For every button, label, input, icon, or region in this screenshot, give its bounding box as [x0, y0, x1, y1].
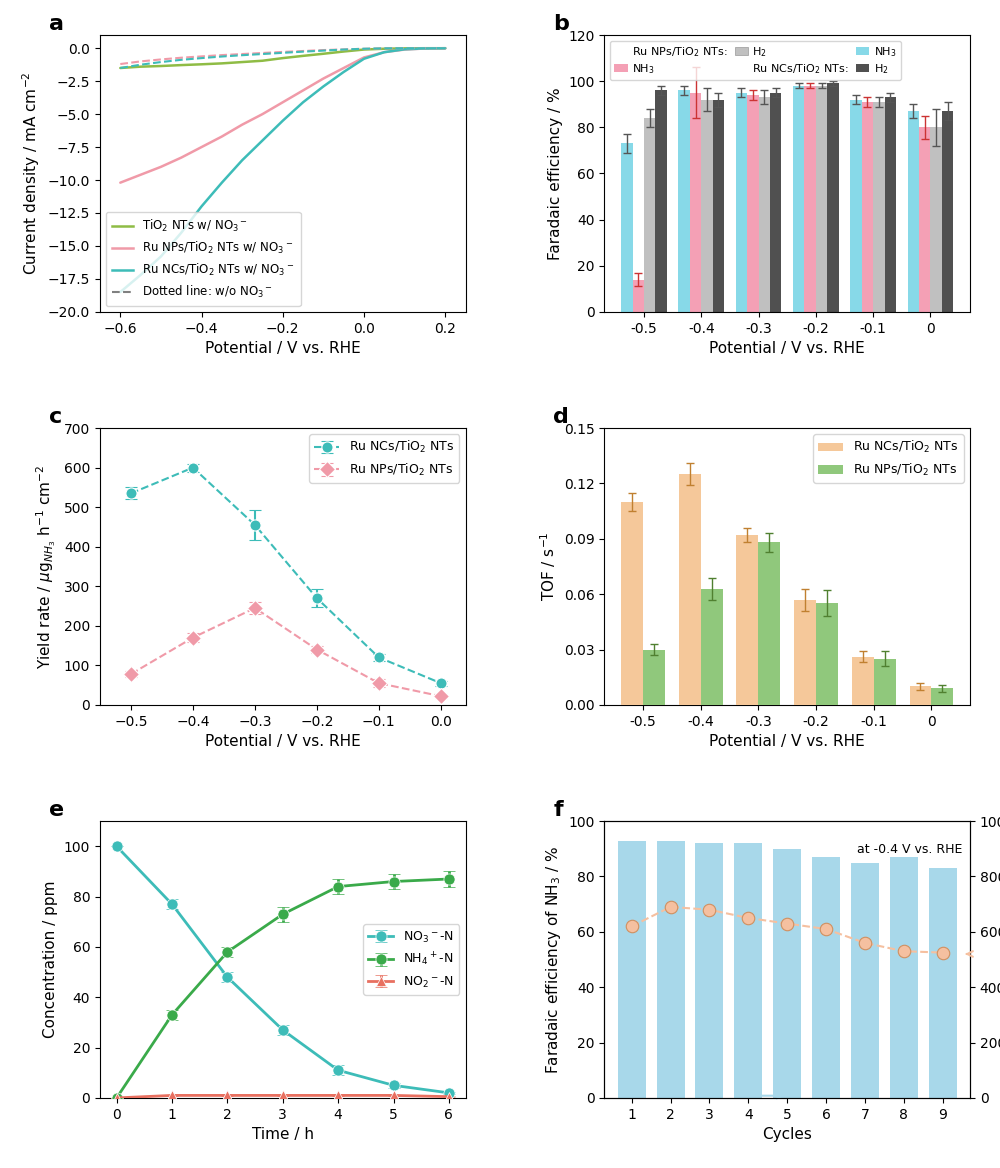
Text: a: a [49, 14, 64, 34]
Legend: TiO$_2$ NTs w/ NO$_3$$^-$, Ru NPs/TiO$_2$ NTs w/ NO$_3$$^-$, Ru NCs/TiO$_2$ NTs : TiO$_2$ NTs w/ NO$_3$$^-$, Ru NPs/TiO$_2… [106, 213, 301, 306]
Bar [850, 99, 862, 312]
Bar [793, 85, 804, 312]
Y-axis label: Faradaic efficiency / %: Faradaic efficiency / % [548, 88, 563, 259]
Bar [812, 857, 840, 1098]
Bar [678, 90, 690, 312]
Bar [758, 542, 780, 704]
Text: d: d [553, 406, 569, 426]
Bar [931, 688, 953, 704]
Bar [852, 656, 874, 704]
Bar [695, 843, 723, 1098]
Bar [929, 868, 957, 1098]
Text: b: b [553, 14, 569, 34]
X-axis label: Potential / V vs. RHE: Potential / V vs. RHE [709, 735, 865, 749]
Y-axis label: Concentration / ppm: Concentration / ppm [43, 881, 58, 1038]
Y-axis label: TOF / s$^{-1}$: TOF / s$^{-1}$ [539, 531, 558, 602]
Bar [794, 599, 816, 704]
Bar [919, 127, 930, 312]
Bar [773, 849, 801, 1098]
Y-axis label: Faradaic efficiency of NH$_3$ / %: Faradaic efficiency of NH$_3$ / % [544, 846, 563, 1073]
Bar [713, 99, 724, 312]
Bar [736, 92, 747, 312]
Legend: Ru NCs/TiO$_2$ NTs, Ru NPs/TiO$_2$ NTs: Ru NCs/TiO$_2$ NTs, Ru NPs/TiO$_2$ NTs [813, 434, 964, 482]
Legend: NO$_3$$^-$-N, NH$_4$$^+$-N, NO$_2$$^-$-N: NO$_3$$^-$-N, NH$_4$$^+$-N, NO$_2$$^-$-N [363, 925, 459, 995]
Bar [862, 102, 873, 312]
Bar [816, 604, 838, 704]
Bar [908, 111, 919, 312]
Bar [942, 111, 953, 312]
Legend: Ru NCs/TiO$_2$ NTs, Ru NPs/TiO$_2$ NTs: Ru NCs/TiO$_2$ NTs, Ru NPs/TiO$_2$ NTs [309, 434, 459, 482]
Bar [770, 92, 781, 312]
Bar [827, 83, 839, 312]
Bar [874, 659, 896, 704]
X-axis label: Potential / V vs. RHE: Potential / V vs. RHE [205, 735, 361, 749]
Bar [657, 841, 685, 1098]
X-axis label: Potential / V vs. RHE: Potential / V vs. RHE [205, 341, 361, 356]
Text: f: f [553, 800, 563, 820]
Bar [804, 85, 816, 312]
Bar [910, 687, 931, 704]
Bar [734, 843, 762, 1098]
Bar [618, 841, 646, 1098]
Bar [701, 589, 723, 704]
Bar [621, 502, 643, 704]
Bar [890, 857, 918, 1098]
Bar [747, 95, 759, 312]
Bar [930, 127, 942, 312]
Bar [759, 97, 770, 312]
Bar [690, 92, 701, 312]
Y-axis label: Yield rate / $\mu$g$_{NH_3}$ h$^{-1}$ cm$^{-2}$: Yield rate / $\mu$g$_{NH_3}$ h$^{-1}$ cm… [35, 465, 58, 668]
Bar [816, 85, 827, 312]
Text: c: c [49, 406, 62, 426]
Legend: Ru NPs/TiO$_2$ NTs:, NH$_3$, H$_2$, Ru NCs/TiO$_2$ NTs:, NH$_3$, H$_2$: Ru NPs/TiO$_2$ NTs:, NH$_3$, H$_2$, Ru N… [610, 41, 901, 81]
Text: at -0.4 V vs. RHE: at -0.4 V vs. RHE [857, 843, 963, 856]
Bar [643, 649, 665, 704]
Bar [633, 279, 644, 312]
Bar [644, 118, 655, 312]
Bar [701, 99, 713, 312]
Bar [851, 863, 879, 1098]
Bar [885, 97, 896, 312]
Bar [736, 535, 758, 704]
X-axis label: Potential / V vs. RHE: Potential / V vs. RHE [709, 341, 865, 356]
Y-axis label: Current density / mA cm$^{-2}$: Current density / mA cm$^{-2}$ [21, 71, 42, 276]
X-axis label: Cycles: Cycles [762, 1127, 812, 1142]
Bar [679, 474, 701, 704]
Bar [621, 144, 633, 312]
Bar [655, 90, 667, 312]
Bar [873, 102, 885, 312]
X-axis label: Time / h: Time / h [252, 1127, 314, 1142]
Text: e: e [49, 800, 64, 820]
